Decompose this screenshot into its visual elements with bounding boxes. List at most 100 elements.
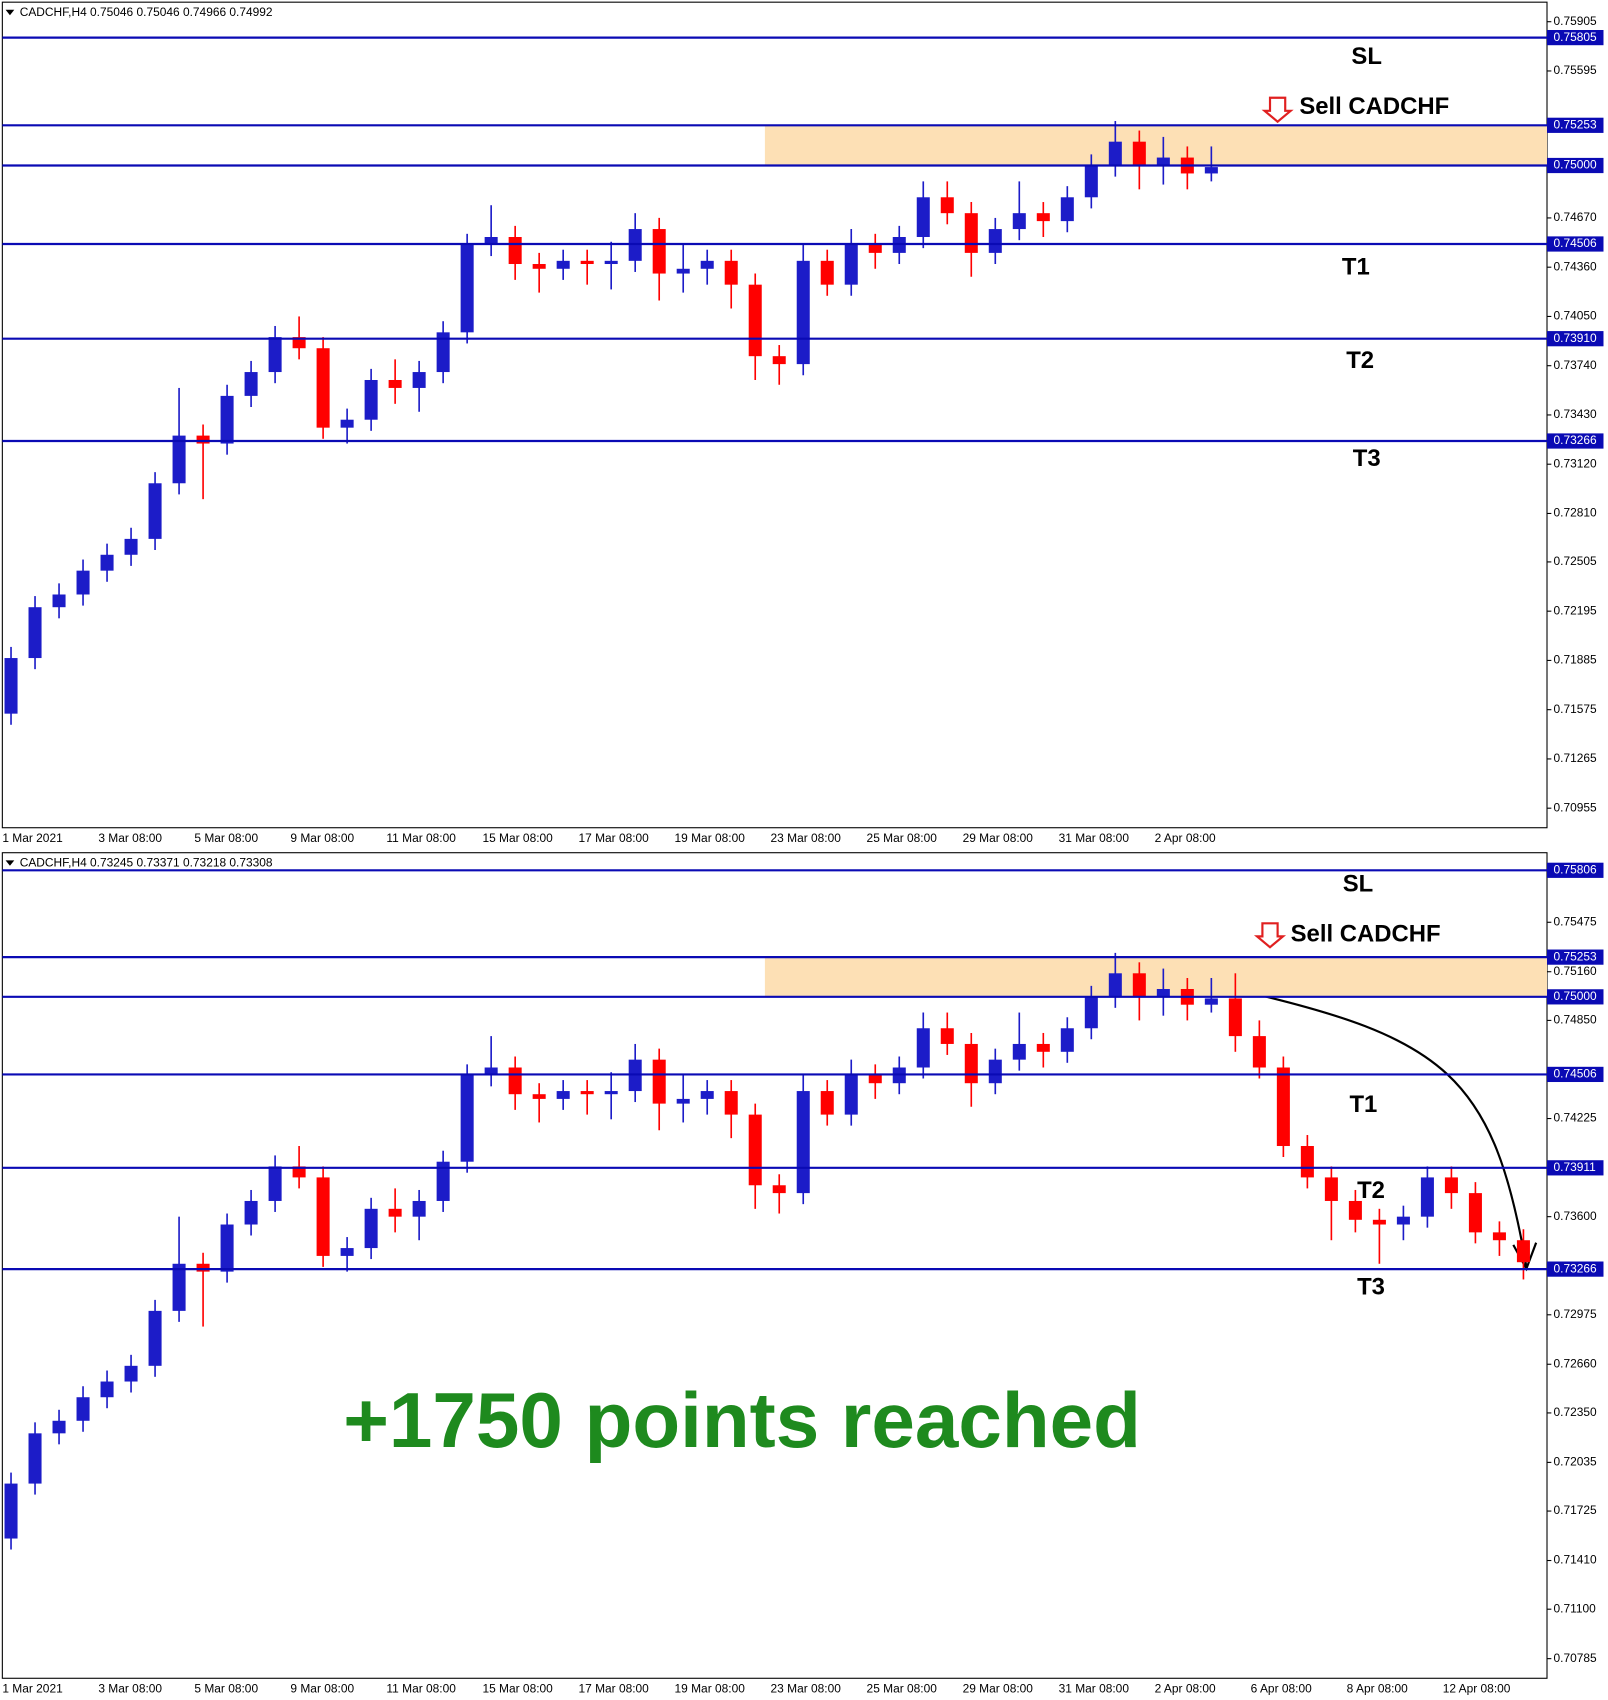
level-annotation: T1: [1342, 254, 1370, 281]
candle-body: [316, 348, 330, 428]
candle-body: [172, 435, 186, 484]
y-tick-label: 0.72350: [1554, 1405, 1598, 1419]
y-tick-label: 0.71575: [1554, 702, 1598, 716]
level-annotation: SL: [1343, 871, 1374, 898]
candle-body: [844, 1075, 858, 1115]
level-label: 0.75000: [1554, 989, 1598, 1003]
candle-body: [796, 1091, 810, 1194]
candle-body: [868, 1075, 882, 1084]
level-label-box: [1547, 1160, 1604, 1176]
candle-body: [844, 244, 858, 285]
candle-body: [196, 1263, 210, 1272]
chart-header: CADCHF,H4 0.75046 0.75046 0.74966 0.7499…: [20, 5, 273, 19]
candle-body: [388, 1208, 402, 1217]
level-label-box: [1547, 1066, 1604, 1083]
candle-body: [988, 1059, 1002, 1084]
x-tick-label: 8 Apr 08:00: [1347, 1681, 1408, 1695]
candle-body: [556, 1091, 570, 1099]
y-tick-label: 0.71100: [1554, 1601, 1597, 1615]
candle-body: [76, 570, 90, 595]
x-tick-label: 5 Mar 08:00: [194, 1681, 258, 1695]
y-tick-label: 0.72035: [1554, 1455, 1598, 1469]
candle-body: [28, 1433, 42, 1484]
x-tick-label: 5 Mar 08:00: [194, 831, 258, 845]
candle-body: [1036, 213, 1050, 222]
y-tick-label: 0.72195: [1554, 603, 1598, 617]
level-label: 0.73266: [1554, 433, 1598, 447]
level-annotation: SL: [1351, 43, 1382, 70]
candle-body: [916, 1028, 930, 1068]
candle-body: [940, 197, 954, 214]
candle-body: [1132, 973, 1146, 997]
candle-body: [652, 1059, 666, 1104]
candle-body: [940, 1028, 954, 1044]
y-tick-label: 0.75475: [1554, 914, 1598, 928]
y-tick-label: 0.72975: [1554, 1307, 1598, 1321]
chart-header: CADCHF,H4 0.73245 0.73371 0.73218 0.7330…: [20, 856, 273, 870]
x-tick-label: 29 Mar 08:00: [963, 1681, 1034, 1695]
x-tick-label: 17 Mar 08:00: [578, 1681, 649, 1695]
level-label: 0.73266: [1554, 1261, 1598, 1275]
candle-body: [1324, 1177, 1338, 1201]
candle-body: [1036, 1043, 1050, 1052]
candle-body: [604, 1091, 618, 1095]
candle-body: [1156, 157, 1170, 166]
candle-body: [340, 419, 354, 428]
entry-zone: [764, 125, 1548, 166]
candle-body: [1084, 996, 1098, 1029]
y-tick-label: 0.75905: [1554, 14, 1598, 28]
candle-body: [220, 395, 234, 444]
y-tick-label: 0.75160: [1554, 964, 1598, 978]
level-annotation: Sell CADCHF: [1291, 921, 1441, 948]
level-label: 0.75253: [1554, 117, 1598, 131]
level-label-box: [1547, 157, 1604, 174]
candle-body: [676, 1098, 690, 1104]
candle-body: [172, 1263, 186, 1311]
candle-body: [364, 1208, 378, 1249]
level-annotation: T2: [1346, 347, 1374, 374]
x-tick-label: 23 Mar 08:00: [771, 1681, 842, 1695]
y-tick-label: 0.70955: [1554, 800, 1598, 814]
candle-body: [724, 1091, 738, 1115]
candle-body: [652, 229, 666, 274]
y-tick-label: 0.74050: [1554, 309, 1598, 323]
candle-body: [964, 213, 978, 253]
candle-body: [244, 372, 258, 396]
candle-body: [1300, 1146, 1314, 1178]
y-tick-label: 0.74360: [1554, 259, 1598, 273]
candle-body: [1348, 1200, 1362, 1220]
candle-body: [484, 237, 498, 245]
candle-body: [1492, 1232, 1506, 1241]
candle-body: [556, 260, 570, 269]
candle-body: [964, 1043, 978, 1084]
candle-body: [772, 1185, 786, 1194]
x-tick-label: 3 Mar 08:00: [98, 1681, 162, 1695]
candle-body: [1204, 167, 1218, 174]
candle-body: [220, 1224, 234, 1272]
candle-body: [4, 658, 18, 714]
level-annotation: T3: [1357, 1274, 1385, 1301]
sell-arrow-icon: [1253, 922, 1287, 949]
candle-body: [508, 237, 522, 265]
candle-body: [1516, 1240, 1530, 1263]
candle-body: [1132, 141, 1146, 166]
x-tick-label: 9 Mar 08:00: [290, 1681, 354, 1695]
candle-body: [580, 260, 594, 265]
x-tick-label: 11 Mar 08:00: [386, 831, 456, 845]
level-label-box: [1547, 949, 1604, 965]
candle-body: [916, 197, 930, 238]
candle-body: [868, 244, 882, 253]
candle-body: [820, 1091, 834, 1115]
level-annotation: Sell CADCHF: [1299, 93, 1449, 120]
candle-body: [1420, 1177, 1434, 1217]
x-tick-label: 25 Mar 08:00: [867, 831, 938, 845]
x-tick-label: 29 Mar 08:00: [963, 831, 1034, 845]
candle-body: [52, 1420, 66, 1434]
candle-body: [772, 356, 786, 365]
candle-body: [700, 1091, 714, 1099]
candle-body: [1060, 197, 1074, 222]
x-tick-label: 25 Mar 08:00: [867, 1681, 938, 1695]
candle-body: [364, 379, 378, 420]
x-tick-label: 23 Mar 08:00: [771, 831, 842, 845]
